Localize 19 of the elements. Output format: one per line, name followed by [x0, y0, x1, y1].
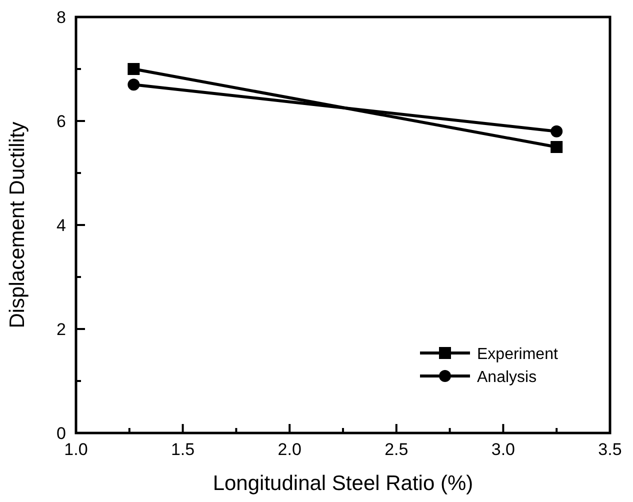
point: [550, 125, 563, 138]
y-tick-label: 8: [56, 8, 66, 27]
x-tick-label: 3.0: [491, 440, 516, 459]
legend-label: Experiment: [477, 346, 558, 363]
x-tick-label: 2.0: [278, 440, 302, 459]
point: [550, 141, 563, 153]
y-axis-title: Displacement Ductility: [6, 121, 29, 328]
x-tick-label: 1.0: [64, 440, 88, 459]
point: [128, 78, 140, 91]
legend-label: Analysis: [477, 369, 537, 386]
x-tick-label: 3.5: [598, 440, 622, 459]
y-tick-label: 6: [56, 112, 66, 131]
y-tick-label: 0: [56, 424, 66, 443]
x-axis-title: Longitudinal Steel Ratio (%): [212, 472, 474, 495]
x-tick-label: 2.5: [384, 440, 408, 459]
y-tick-label: 2: [56, 320, 66, 339]
point: [128, 63, 140, 75]
y-tick-label: 4: [56, 216, 66, 235]
x-tick-label: 1.5: [170, 440, 195, 459]
